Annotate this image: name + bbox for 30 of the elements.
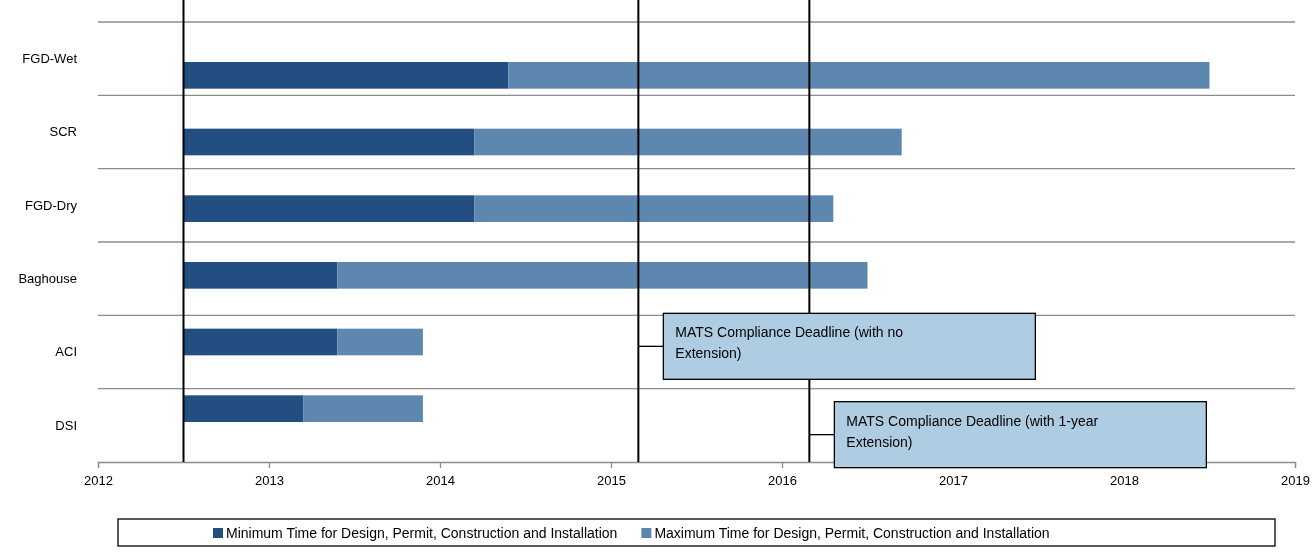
bar — [183, 195, 475, 222]
x-tick-label: 2016 — [768, 473, 797, 489]
x-tick-label: 2018 — [1110, 473, 1139, 489]
bar — [337, 328, 423, 356]
bar — [508, 62, 1210, 89]
bar — [474, 128, 902, 156]
bar — [183, 128, 475, 156]
x-tick-label: 2015 — [597, 473, 626, 489]
bar — [183, 262, 338, 289]
ref-line-label: MATS Compliance Deadline (with 1-year Extension) — [846, 412, 1099, 450]
bar — [183, 395, 304, 422]
x-tick-label: 2014 — [426, 473, 455, 489]
bar — [337, 262, 868, 289]
y-tick-label: DSI — [55, 417, 77, 433]
y-tick-label: FGD-Wet — [22, 50, 78, 66]
y-tick-label: Baghouse — [18, 270, 77, 286]
legend-label: Maximum Time for Design, Permit, Construction and Installation — [654, 525, 1050, 541]
x-tick-label: 2012 — [84, 473, 113, 489]
y-tick-label: FGD-Dry — [25, 197, 78, 213]
legend-label: Minimum Time for Design, Permit, Construction and Installation — [226, 525, 618, 541]
x-tick-label: 2013 — [255, 473, 284, 489]
y-tick-label: ACI — [55, 344, 77, 360]
bar — [183, 328, 338, 356]
y-tick-label: SCR — [49, 124, 77, 140]
ref-line-label: MATS Compliance Deadline (with no Extension) — [675, 324, 904, 362]
bar — [303, 395, 423, 422]
bar — [474, 195, 834, 222]
x-tick-label: 2017 — [939, 473, 968, 489]
x-tick-label: 2019 — [1281, 473, 1310, 489]
bar — [183, 62, 509, 89]
